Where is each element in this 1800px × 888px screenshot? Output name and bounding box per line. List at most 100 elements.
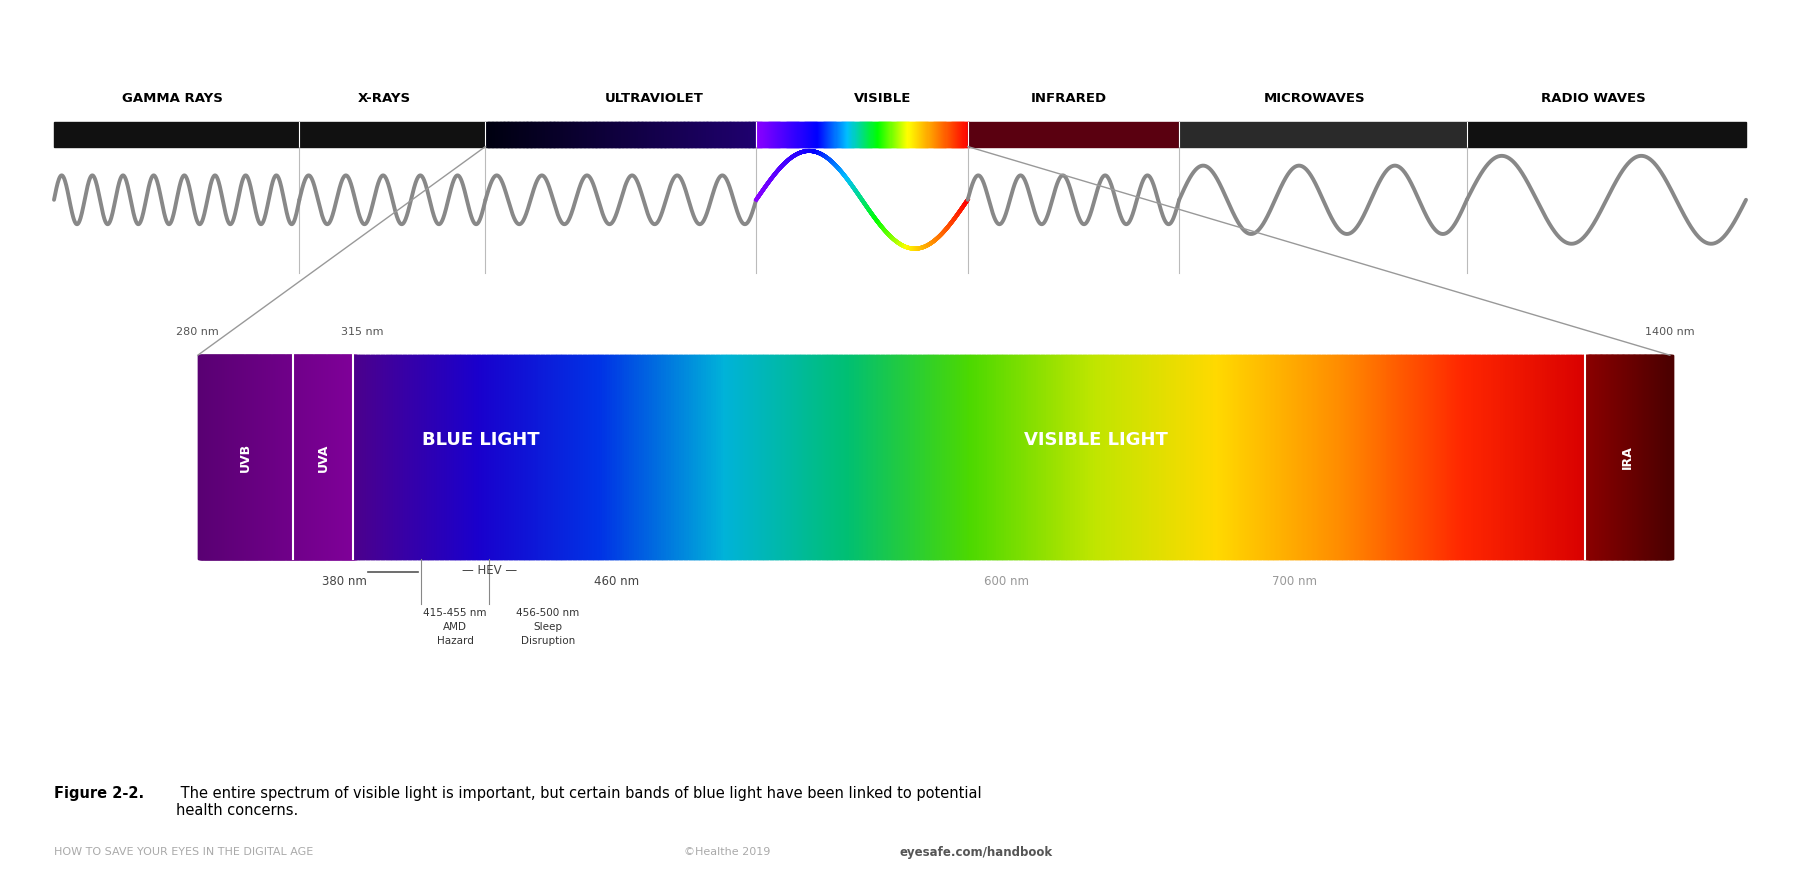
Bar — [760, 122, 763, 147]
Bar — [385, 355, 392, 559]
Bar — [522, 122, 526, 147]
Bar — [1620, 355, 1624, 559]
Bar — [225, 355, 229, 559]
Bar — [871, 122, 875, 147]
Bar — [760, 355, 767, 559]
Bar — [754, 122, 756, 147]
Bar — [848, 122, 851, 147]
Bar — [931, 355, 936, 559]
Bar — [682, 122, 684, 147]
Bar — [275, 355, 279, 559]
Bar — [234, 355, 238, 559]
Bar — [1598, 355, 1602, 559]
Bar — [333, 355, 338, 559]
Bar — [1287, 355, 1292, 559]
Bar — [1516, 355, 1523, 559]
Bar — [284, 355, 288, 559]
Bar — [263, 355, 268, 559]
Bar — [632, 355, 637, 559]
Bar — [790, 122, 792, 147]
Bar — [337, 355, 342, 559]
Bar — [508, 122, 509, 147]
Bar — [565, 122, 569, 147]
Bar — [846, 122, 850, 147]
Bar — [682, 122, 686, 147]
Bar — [617, 122, 621, 147]
Bar — [274, 355, 277, 559]
Bar — [527, 122, 531, 147]
Bar — [940, 355, 945, 559]
Bar — [644, 122, 648, 147]
Bar — [934, 355, 941, 559]
Bar — [369, 355, 374, 559]
Bar — [796, 122, 797, 147]
Bar — [697, 122, 700, 147]
Bar — [835, 122, 839, 147]
Bar — [315, 355, 319, 559]
Bar — [1415, 355, 1422, 559]
Bar — [686, 122, 689, 147]
Bar — [220, 355, 225, 559]
Bar — [956, 122, 959, 147]
Bar — [716, 355, 722, 559]
Bar — [1019, 355, 1024, 559]
Bar — [607, 122, 608, 147]
Bar — [824, 355, 830, 559]
Bar — [493, 355, 500, 559]
Bar — [247, 355, 250, 559]
Bar — [254, 355, 257, 559]
Bar — [1555, 355, 1562, 559]
Bar — [886, 122, 889, 147]
Bar — [824, 122, 826, 147]
Bar — [671, 355, 677, 559]
Bar — [326, 355, 329, 559]
Bar — [292, 355, 297, 559]
Bar — [783, 122, 785, 147]
Bar — [1579, 355, 1584, 559]
Bar — [796, 122, 799, 147]
Bar — [625, 122, 628, 147]
Bar — [518, 122, 522, 147]
Bar — [549, 355, 554, 559]
Bar — [1312, 355, 1318, 559]
Bar — [326, 355, 331, 559]
Bar — [1179, 122, 1467, 147]
Bar — [263, 355, 266, 559]
Bar — [880, 122, 882, 147]
Bar — [749, 122, 752, 147]
Bar — [781, 122, 783, 147]
Bar — [628, 122, 630, 147]
Bar — [198, 355, 202, 559]
Bar — [598, 355, 603, 559]
Bar — [284, 355, 288, 559]
Bar — [920, 122, 923, 147]
Bar — [801, 355, 808, 559]
Bar — [302, 355, 306, 559]
Bar — [821, 355, 828, 559]
Bar — [209, 355, 212, 559]
Bar — [706, 122, 709, 147]
Bar — [691, 355, 697, 559]
Bar — [644, 355, 650, 559]
Bar — [740, 355, 747, 559]
Bar — [857, 122, 860, 147]
Bar — [1285, 355, 1291, 559]
Bar — [311, 355, 315, 559]
Bar — [679, 355, 684, 559]
Bar — [517, 122, 520, 147]
Bar — [329, 355, 333, 559]
Bar — [1602, 355, 1606, 559]
Bar — [220, 355, 223, 559]
Bar — [639, 122, 643, 147]
Bar — [491, 122, 493, 147]
Bar — [221, 355, 227, 559]
Bar — [808, 122, 810, 147]
Bar — [605, 122, 608, 147]
Bar — [310, 355, 313, 559]
Bar — [245, 355, 250, 559]
Bar — [279, 355, 283, 559]
Bar — [1044, 355, 1049, 559]
Bar — [562, 122, 565, 147]
Bar — [585, 122, 587, 147]
Bar — [1591, 355, 1597, 559]
